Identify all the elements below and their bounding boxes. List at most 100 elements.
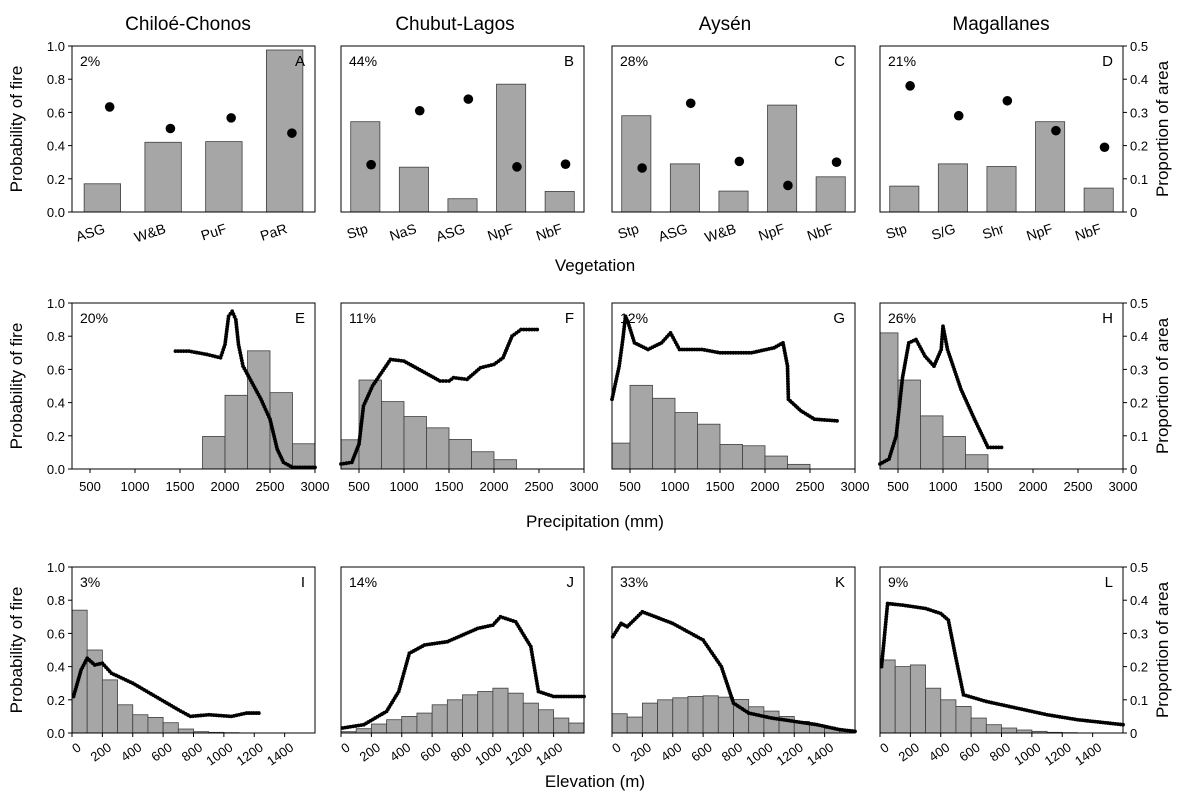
bar [889,185,920,213]
x-tick-label: 1400 [264,740,296,769]
y-tick-label: 0.6 [47,626,65,641]
curve-point [718,350,722,355]
curve-point [181,349,186,354]
right-y-tick-label: 0.5 [1130,39,1148,54]
histogram-bar [626,716,643,734]
x-tick-label: 800 [179,740,205,765]
histogram-bar [763,710,780,734]
x-tick-label: 2500 [796,479,825,494]
x-tick-label: 1000 [661,479,690,494]
plot-frame [340,45,585,213]
histogram-bar [101,679,118,734]
histogram-bar [568,722,585,734]
curve-point [521,327,526,332]
data-point [512,162,522,172]
histogram-bar [471,451,495,470]
panel-E: 500 1000 1500 2000 2500 3000 20% E 0.0 0.2 0.4 0.6 0… [7,296,329,494]
x-tick-label: 2500 [256,479,285,494]
histogram-bar [507,692,524,734]
data-point [953,110,964,121]
curve-point [173,349,178,354]
bar [718,190,749,213]
x-tick-label: 600 [688,740,714,765]
panel-letter: E [295,310,305,327]
histogram-bar [132,714,149,734]
curve-markers [610,609,857,734]
data-point [685,98,696,109]
x-tick-label: 2000 [1019,479,1048,494]
right-y-tick-label: 0.2 [1130,660,1148,675]
percent-label: 28% [620,53,648,69]
panel-C: Stp ASG W&B NpF NbF 28% C [611,45,856,245]
histogram-bar [553,717,570,734]
x-tick-label: 2500 [525,479,554,494]
x-tick-label: 400 [658,740,684,765]
x-tick-label: 1200 [774,740,806,769]
curve-markers [878,324,1004,466]
histogram-bar [940,699,957,734]
plot-frame [879,302,1124,470]
x-tick-label: PuF [199,220,228,243]
curve-point [988,445,993,450]
data-point [226,113,236,123]
bar [986,166,1017,213]
histogram-bar [1001,727,1018,734]
x-tick-label: 1500 [166,479,195,494]
right-y-tick-label: 0.3 [1130,626,1148,641]
histogram-bar [522,702,539,734]
x-tick-label: 1400 [1072,740,1104,769]
bar [205,141,243,213]
y-tick-label: 0.6 [47,362,65,377]
histogram-bar [629,384,653,470]
histogram-bar [370,723,387,734]
x-tick-label: NaS [387,220,418,244]
percent-label: 26% [888,310,916,326]
data-point [366,159,376,170]
column-title: Magallanes [952,14,1049,35]
histogram-bar [942,436,966,470]
panel-letter: J [567,574,575,591]
curve-point [256,711,261,715]
histogram-bar [719,444,743,470]
curve-point [524,327,529,332]
data-point [165,123,176,134]
curve-point [529,327,534,332]
column-title: Aysén [699,14,751,35]
x-tick-label: 2000 [751,479,780,494]
x-tick-label: 1500 [435,479,464,494]
curve-point [519,327,523,332]
histogram-bar [611,442,631,470]
curve-point [728,350,733,355]
panel-letter: F [565,310,574,327]
panel-letter: B [564,53,574,70]
histogram-bar [672,697,689,734]
right-y-tick-label: 0 [1130,205,1137,220]
curve-point [994,445,998,450]
row-x-labels: Vegetation Precipitation (mm) Elevation … [526,256,664,791]
panel-A: ASG W&B PuF PaR 2% A 0.0 0.2 0.4 0.6 0.8 1.0 Probabi… [7,39,316,245]
percent-label: 14% [349,574,377,590]
curve-point [999,445,1004,450]
data-point [104,102,115,112]
plot-frame [340,302,585,470]
y-axis-label: Probability of fire [7,66,26,193]
curve-point [986,445,990,450]
x-tick-label: Stp [345,220,370,242]
percent-label: 33% [620,574,648,590]
curve-point [527,327,531,332]
histogram-bar [492,687,509,734]
histogram-bar [401,716,418,734]
histogram-bar [147,716,164,734]
bar [265,49,304,213]
bar [144,141,182,213]
right-y-tick-label: 0.2 [1130,139,1148,154]
curve-markers [71,656,261,719]
right-y-axis-label: Proportion of area [1153,581,1172,718]
x-tick-label: 2500 [1064,479,1093,494]
data-point [560,159,571,169]
data-point [1099,142,1110,153]
histogram-bar [177,728,194,734]
right-y-tick-label: 0.4 [1130,593,1148,608]
x-tick-label: NpF [485,220,515,243]
data-point [287,128,297,138]
